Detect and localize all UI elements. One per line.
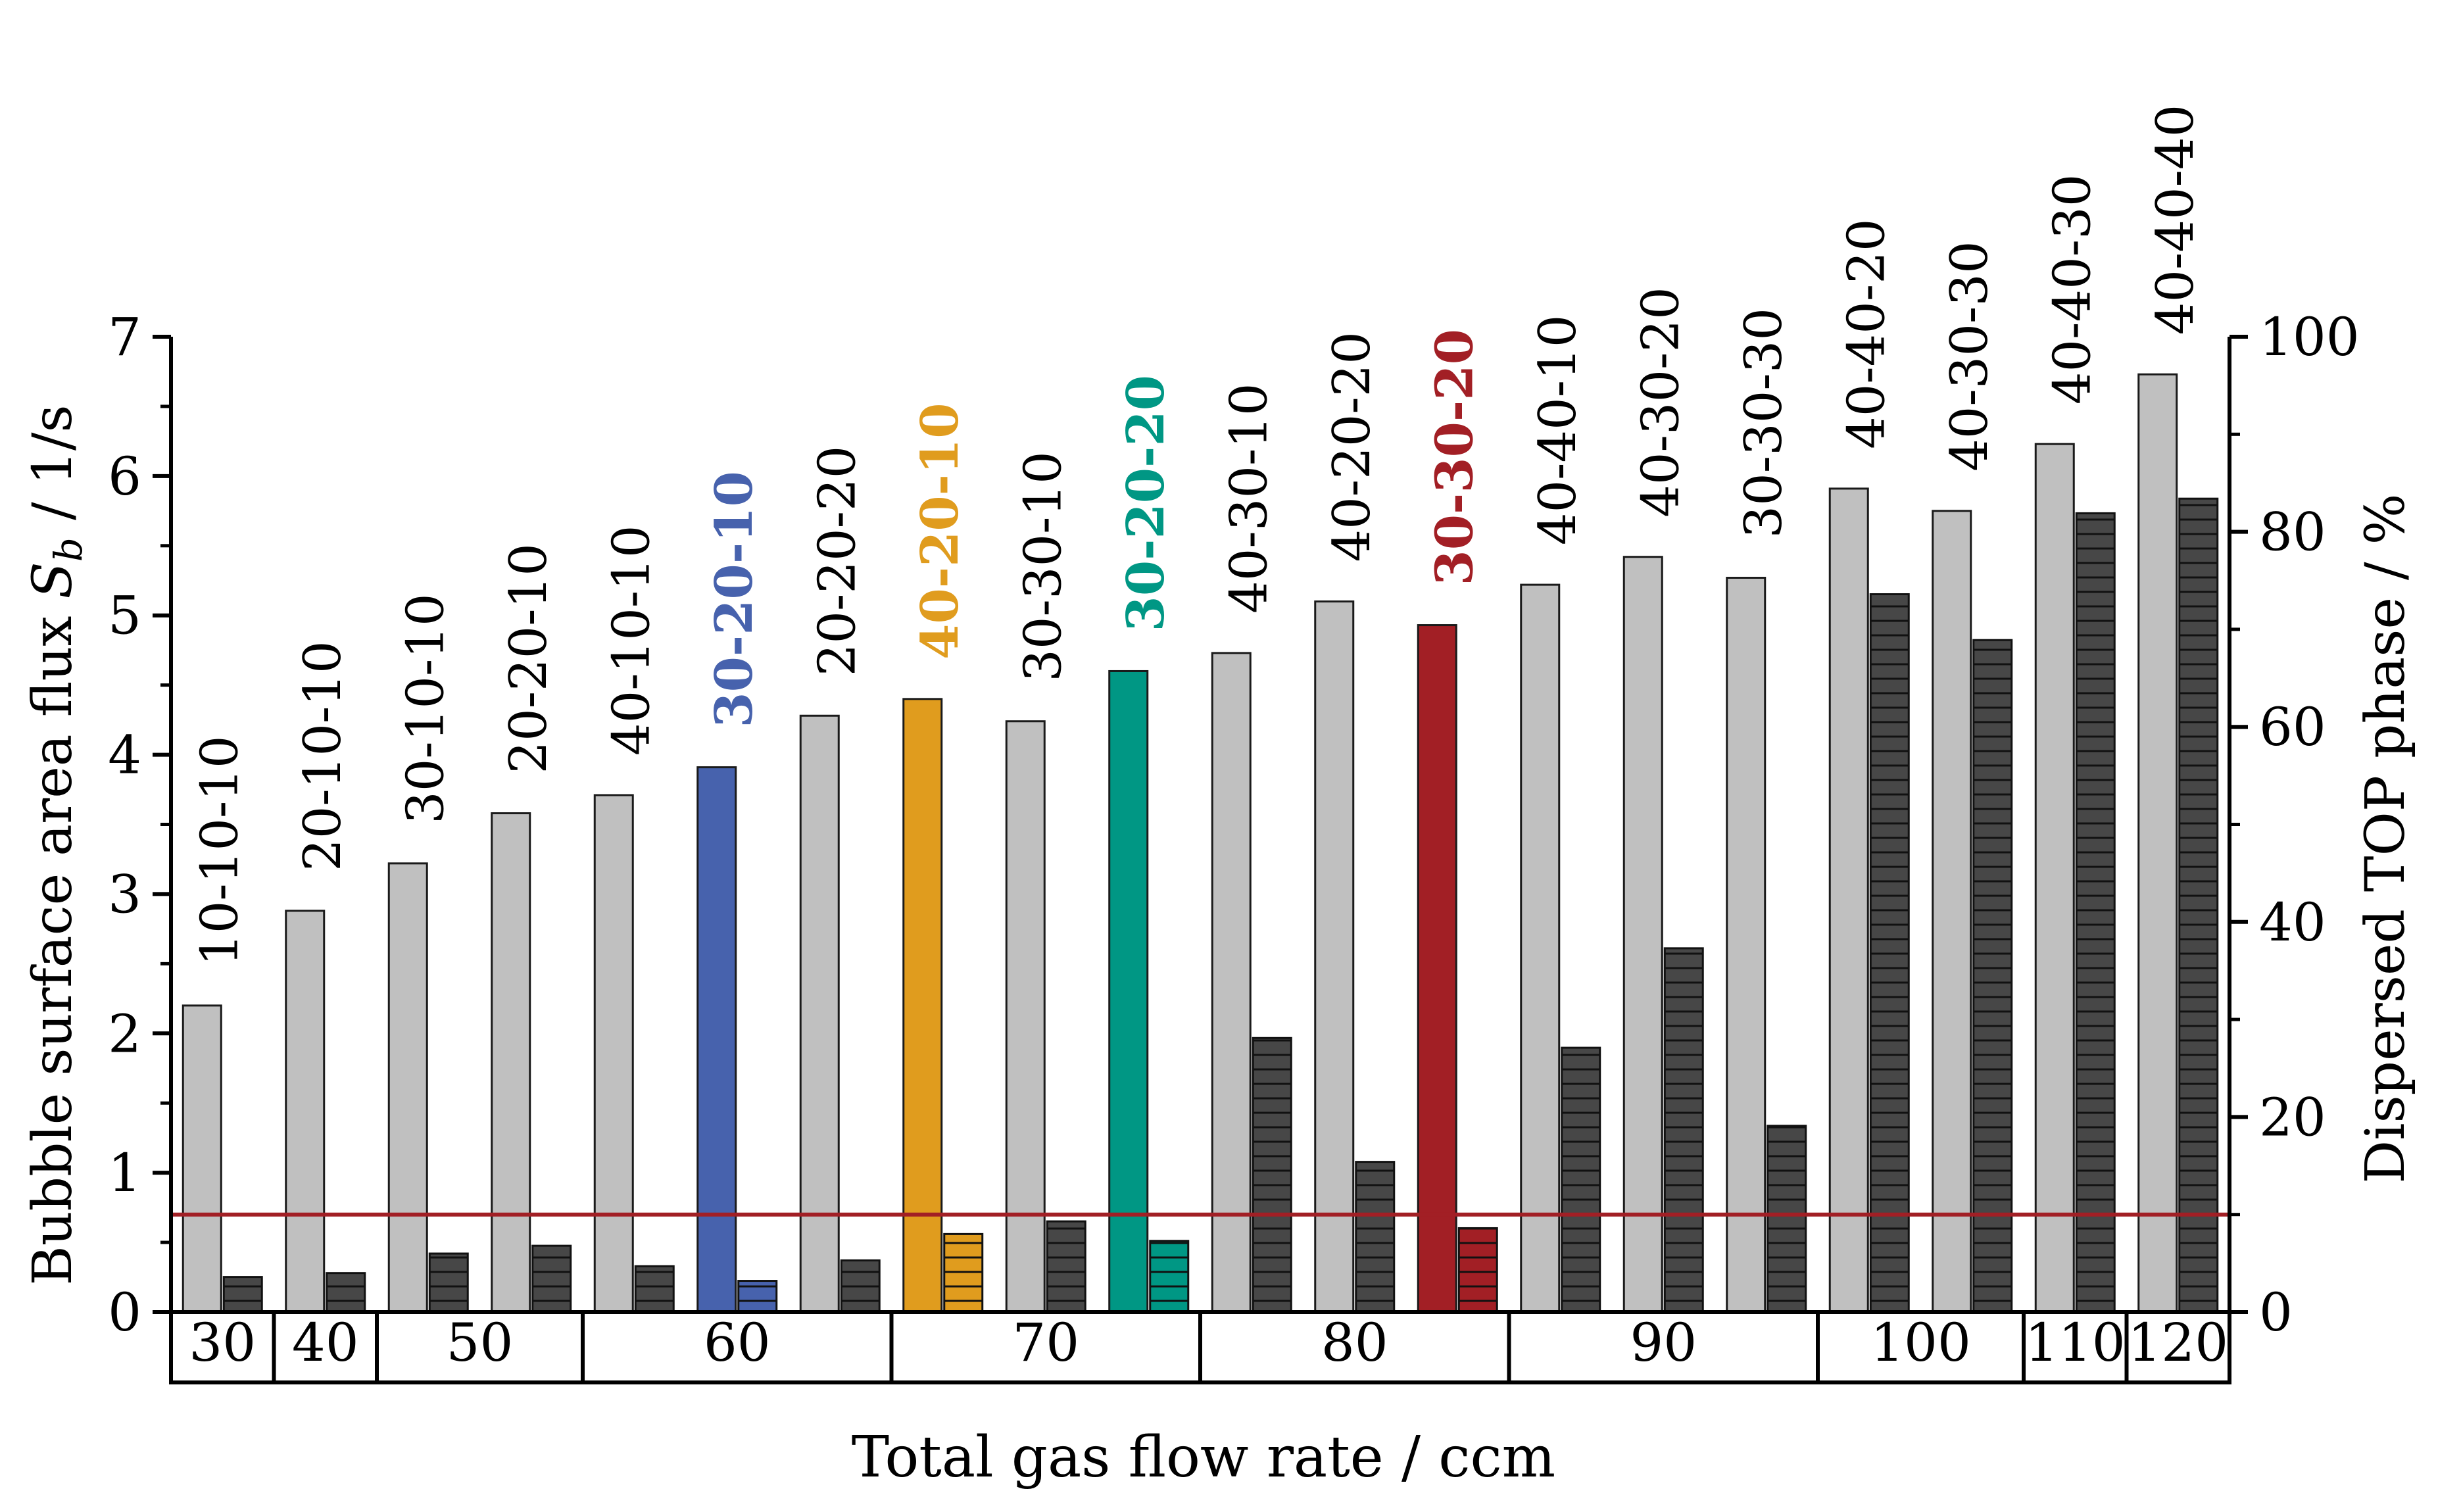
bar-sb-30-20-10 <box>696 766 737 1313</box>
bar-top-40-30-10 <box>1252 1036 1292 1313</box>
category-label-40-30-30: 40-30-30 <box>1940 241 1999 471</box>
category-label-30-20-10: 30-20-10 <box>704 471 764 727</box>
category-label-40-40-10: 40-40-10 <box>1528 315 1588 545</box>
bar-sb-40-40-30 <box>2034 443 2075 1313</box>
axes <box>153 335 2248 1384</box>
left-tick-label-1: 1 <box>108 1142 141 1204</box>
bar-top-40-30-20 <box>1663 947 1704 1313</box>
left-tick-label-7: 7 <box>108 306 141 368</box>
flow-group-label-80: 80 <box>1321 1312 1388 1373</box>
category-label-40-30-10: 40-30-10 <box>1219 383 1279 613</box>
category-label-20-20-20: 20-20-20 <box>808 446 867 676</box>
bar-top-40-40-20 <box>1869 593 1910 1313</box>
bar-sb-30-30-10 <box>1005 720 1046 1313</box>
bar-top-40-40-10 <box>1561 1046 1601 1313</box>
flow-group-label-100: 100 <box>1870 1312 1971 1373</box>
category-label-30-10-10: 30-10-10 <box>396 593 455 823</box>
bar-top-40-30-30 <box>1972 639 2013 1313</box>
flow-group-label-50: 50 <box>447 1312 514 1373</box>
category-label-30-20-20: 30-20-20 <box>1116 375 1176 631</box>
bar-sb-40-40-10 <box>1520 583 1561 1313</box>
bar-sb-20-20-10 <box>491 812 531 1313</box>
bar-top-30-30-20 <box>1457 1227 1498 1313</box>
bar-sb-40-30-30 <box>1932 510 1972 1313</box>
left-tick-label-5: 5 <box>108 585 141 646</box>
bar-sb-10-10-10 <box>182 1004 222 1313</box>
text-labels: Total gas flow rate / ccm Bubble surface… <box>22 105 2417 1490</box>
bar-top-40-40-30 <box>2075 512 2116 1313</box>
bar-sb-20-10-10 <box>285 910 326 1313</box>
bar-sb-40-20-20 <box>1314 600 1355 1313</box>
bar-top-20-20-10 <box>531 1244 572 1313</box>
category-label-40-20-20: 40-20-20 <box>1323 331 1382 562</box>
bar-top-highlight-30-30-20 <box>1459 1228 1497 1312</box>
flow-group-label-120: 120 <box>2128 1312 2228 1373</box>
left-axis-title-suffix: / 1/s <box>22 404 84 537</box>
flow-group-label-90: 90 <box>1630 1312 1697 1373</box>
category-label-30-30-10: 30-30-10 <box>1013 451 1073 681</box>
plot-area <box>171 373 2230 1313</box>
category-label-30-30-20: 30-30-20 <box>1425 329 1484 585</box>
right-tick-label-40: 40 <box>2259 892 2326 953</box>
bar-top-30-20-20 <box>1149 1240 1190 1313</box>
category-label-40-20-10: 40-20-10 <box>910 402 970 659</box>
x-axis-title: Total gas flow rate / ccm <box>852 1425 1555 1490</box>
left-axis-title-subscript: b <box>46 537 91 562</box>
bar-sb-40-40-20 <box>1828 487 1869 1313</box>
bar-top-30-30-30 <box>1767 1125 1807 1313</box>
left-tick-label-6: 6 <box>108 446 141 507</box>
bar-sb-40-30-20 <box>1622 556 1663 1313</box>
category-label-10-10-10: 10-10-10 <box>190 735 249 965</box>
bar-sb-20-20-20 <box>799 714 840 1313</box>
left-tick-label-0: 0 <box>108 1282 141 1343</box>
right-tick-label-20: 20 <box>2259 1086 2326 1148</box>
bar-top-20-20-20 <box>840 1259 881 1313</box>
left-tick-label-3: 3 <box>108 864 141 925</box>
bar-sb-30-10-10 <box>387 862 428 1313</box>
bar-sb-40-20-10 <box>902 698 943 1313</box>
flow-group-label-110: 110 <box>2025 1312 2126 1373</box>
bar-top-40-20-20 <box>1355 1161 1396 1313</box>
bar-top-40-40-40 <box>2178 497 2219 1313</box>
right-axis-title: Dispersed TOP phase / % <box>2354 493 2417 1183</box>
left-axis-title-symbol: S <box>22 562 84 598</box>
bar-sb-40-10-10 <box>593 794 634 1313</box>
category-label-20-20-10: 20-20-10 <box>499 543 558 773</box>
left-axis-title-prefix: Bubble surface area flux <box>22 598 84 1285</box>
bar-sb-30-30-30 <box>1726 577 1767 1313</box>
bar-top-10-10-10 <box>222 1276 263 1313</box>
category-label-40-40-40: 40-40-40 <box>2146 105 2205 335</box>
bar-top-30-10-10 <box>428 1252 469 1313</box>
flow-group-label-70: 70 <box>1012 1312 1079 1373</box>
bar-top-40-10-10 <box>634 1265 675 1313</box>
right-tick-label-80: 80 <box>2259 502 2326 563</box>
category-label-40-40-30: 40-40-30 <box>2043 174 2102 404</box>
bar-top-20-10-10 <box>326 1272 366 1313</box>
bar-sb-30-30-20 <box>1417 624 1457 1313</box>
bar-top-highlight-40-20-10 <box>944 1234 983 1312</box>
bar-top-highlight-30-20-20 <box>1150 1241 1188 1312</box>
bar-top-30-30-10 <box>1046 1220 1086 1313</box>
right-tick-label-60: 60 <box>2259 696 2326 758</box>
category-label-40-40-20: 40-40-20 <box>1837 218 1896 449</box>
left-axis-title: Bubble surface area flux Sb / 1/s <box>22 404 91 1285</box>
right-tick-label-0: 0 <box>2259 1282 2293 1343</box>
category-label-40-30-20: 40-30-20 <box>1631 287 1690 517</box>
category-label-30-30-30: 30-30-30 <box>1734 308 1793 538</box>
flow-group-label-40: 40 <box>292 1312 359 1373</box>
left-tick-label-4: 4 <box>108 725 141 786</box>
category-label-40-10-10: 40-10-10 <box>602 525 661 756</box>
bar-sb-40-40-40 <box>2137 373 2178 1313</box>
bar-top-highlight-30-20-10 <box>739 1281 777 1312</box>
flow-group-label-30: 30 <box>189 1312 256 1373</box>
right-tick-label-100: 100 <box>2259 306 2360 368</box>
left-tick-label-2: 2 <box>108 1003 141 1064</box>
flow-group-label-60: 60 <box>704 1312 771 1373</box>
category-label-20-10-10: 20-10-10 <box>293 641 353 871</box>
